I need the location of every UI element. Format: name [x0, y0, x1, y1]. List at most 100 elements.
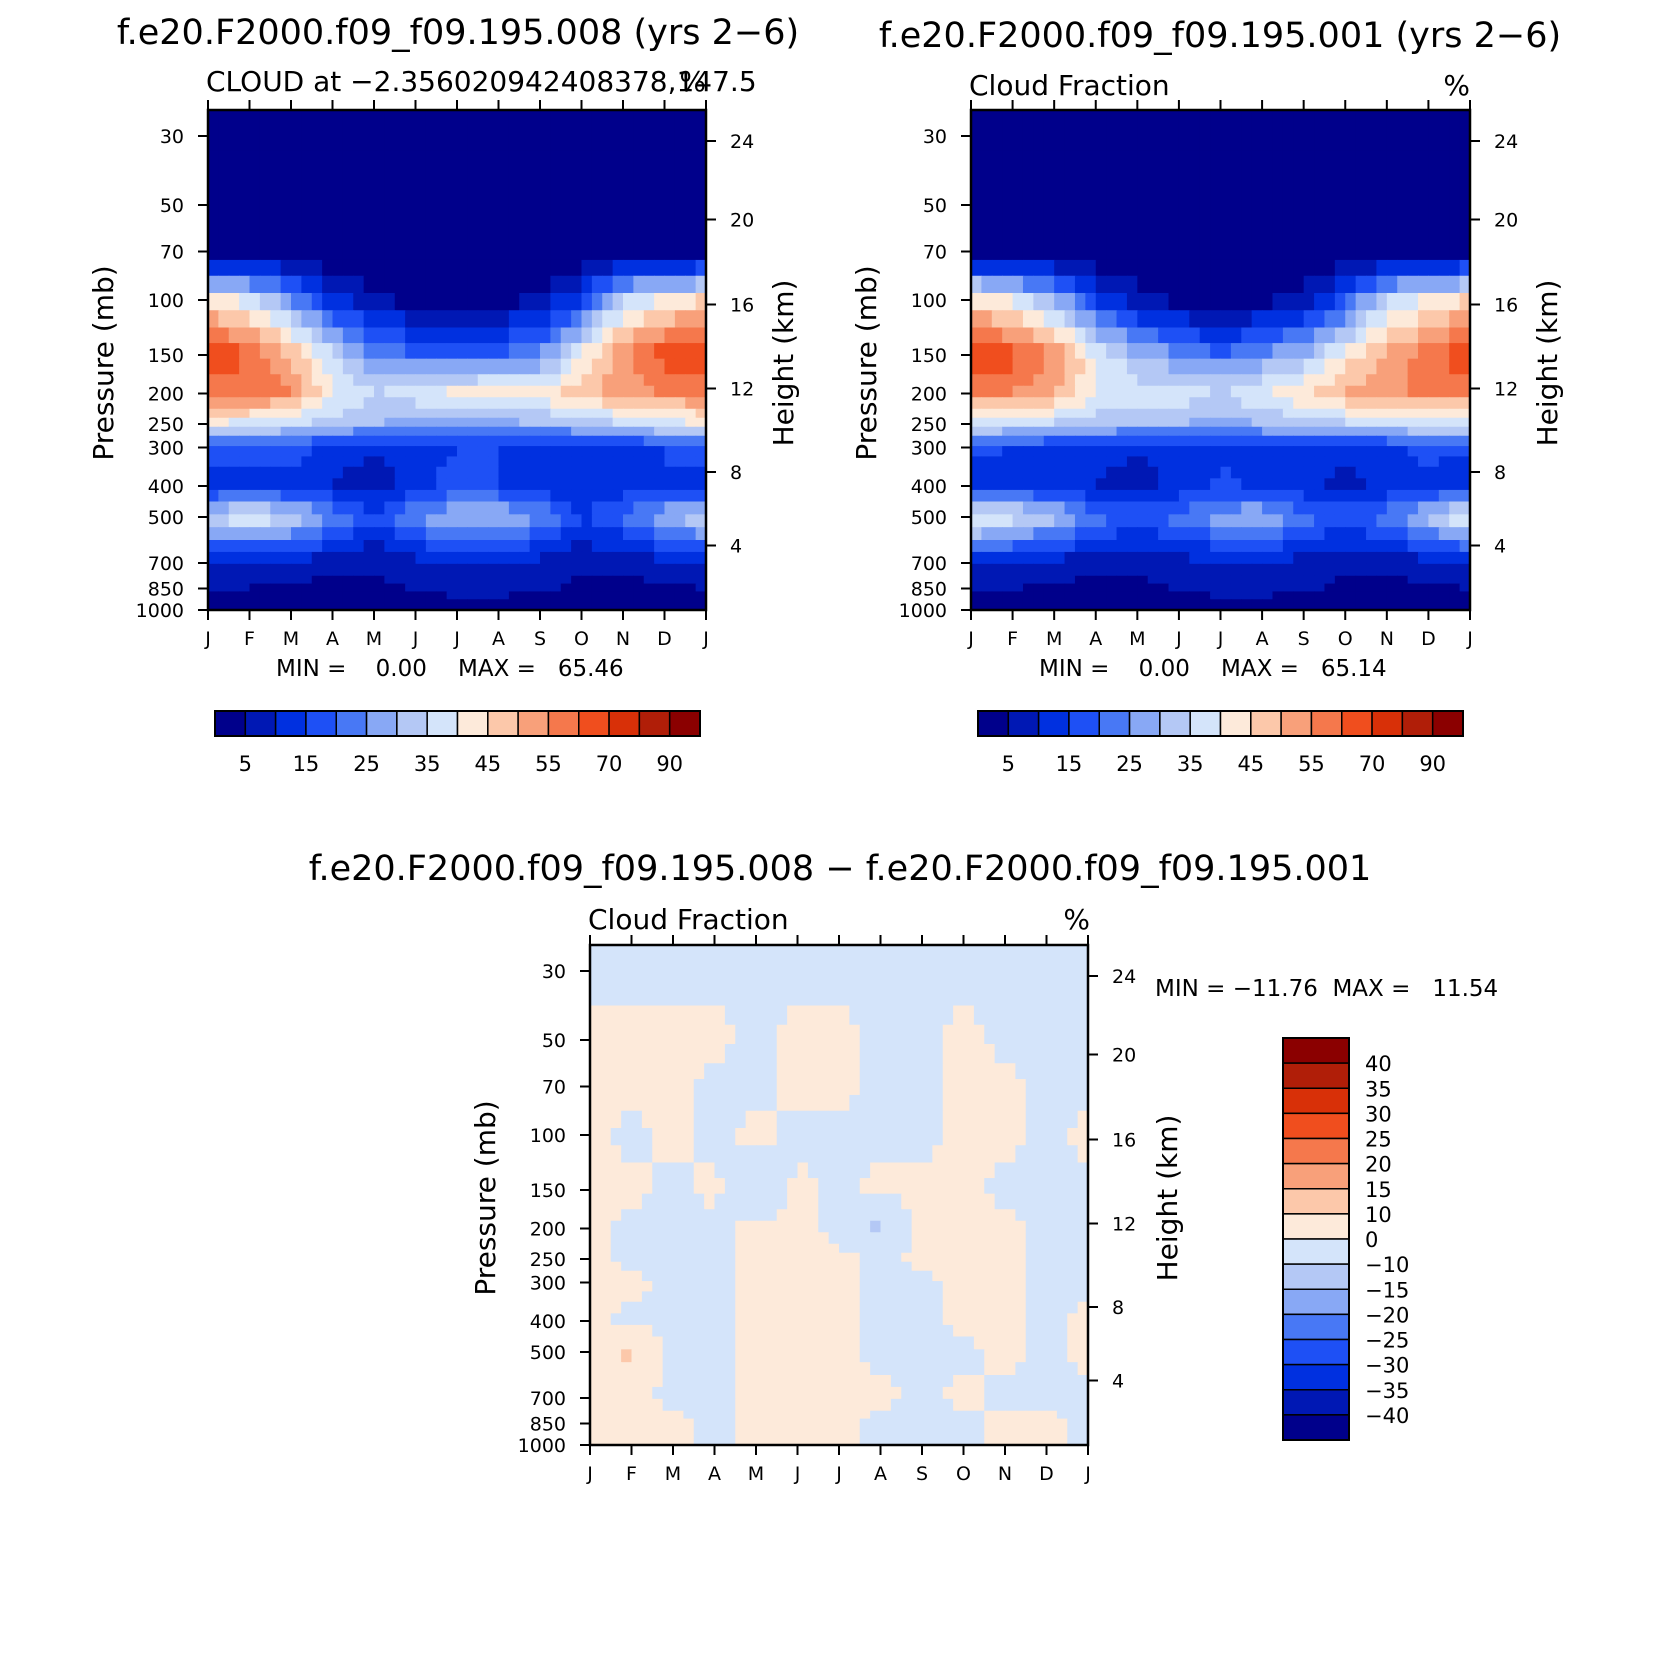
contour-cell — [724, 1024, 736, 1045]
contour-cell — [602, 150, 614, 172]
contour-cell — [664, 374, 676, 387]
contour-cell — [693, 985, 705, 1007]
contour-cell — [405, 259, 417, 277]
contour-cell — [1116, 110, 1128, 131]
colorbar-label: 15 — [1056, 752, 1083, 776]
contour-cell — [1106, 466, 1118, 479]
contour-cell — [1022, 606, 1034, 611]
contour-cell — [301, 478, 313, 491]
contour-cell — [1324, 293, 1336, 311]
contour-cell — [571, 150, 583, 172]
contour-cell — [1137, 189, 1149, 210]
contour-cell — [673, 1261, 684, 1272]
contour-cell — [633, 293, 645, 311]
y-tick-label: 700 — [148, 553, 184, 575]
contour-cell — [654, 417, 666, 428]
contour-cell — [1386, 435, 1398, 447]
contour-cell — [498, 417, 510, 428]
contour-cell — [1199, 591, 1211, 600]
contour-cell — [228, 130, 240, 151]
contour-cell — [1303, 209, 1315, 229]
contour-cell — [643, 110, 655, 131]
contour-cell — [560, 259, 572, 277]
contour-cell — [1241, 244, 1253, 261]
contour-cell — [1074, 343, 1086, 360]
contour-cell — [631, 1044, 643, 1064]
contour-cell — [971, 527, 982, 541]
contour-cell — [1036, 1243, 1048, 1254]
contour-cell — [971, 583, 982, 593]
contour-cell — [291, 397, 302, 410]
contour-cell — [735, 945, 747, 966]
contour-cell — [1220, 275, 1232, 294]
contour-cell — [839, 1243, 850, 1254]
contour-cell — [643, 275, 655, 294]
units-label: % — [679, 65, 706, 98]
contour-cell — [1033, 551, 1045, 565]
y-tick-label: 200 — [148, 384, 184, 406]
contour-cell — [1293, 456, 1305, 468]
contour-cell — [623, 170, 634, 191]
contour-cell — [683, 1094, 695, 1112]
contour-cell — [776, 1178, 788, 1195]
contour-cell — [643, 563, 655, 577]
contour-cell — [1303, 583, 1315, 593]
contour-cell — [291, 189, 302, 210]
contour-cell — [529, 583, 541, 593]
contour-cell — [991, 327, 1003, 344]
contour-cell — [859, 1232, 871, 1245]
contour-cell — [446, 189, 458, 210]
contour-cell — [981, 478, 993, 491]
contour-cell — [973, 1252, 985, 1263]
contour-cell — [1025, 1094, 1037, 1112]
contour-cell — [519, 551, 531, 565]
contour-cell — [1077, 1094, 1089, 1112]
contour-cell — [457, 358, 468, 375]
contour-cell — [353, 456, 365, 468]
contour-cell — [519, 343, 531, 360]
contour-cell — [1272, 527, 1284, 541]
contour-cell — [1158, 446, 1170, 458]
contour-cell — [1449, 374, 1461, 387]
y-tick-label: 30 — [923, 126, 947, 148]
contour-cell — [633, 417, 645, 428]
contour-cell — [880, 1024, 892, 1045]
contour-cell — [818, 1063, 830, 1080]
contour-cell — [870, 1079, 882, 1096]
contour-cell — [1074, 417, 1086, 428]
contour-cell — [394, 489, 406, 503]
colorbar-swatch — [214, 710, 247, 737]
contour-cell — [1085, 259, 1097, 277]
contour-cell — [1314, 343, 1326, 360]
contour-cell — [1137, 293, 1149, 311]
contour-cell — [600, 1232, 612, 1245]
contour-cell — [1085, 150, 1097, 172]
contour-cell — [901, 985, 913, 1007]
contour-cell — [436, 244, 448, 261]
contour-cell — [363, 446, 375, 458]
contour-cell — [540, 374, 551, 387]
contour-cell — [322, 110, 334, 131]
contour-cell — [1077, 1162, 1089, 1179]
contour-cell — [508, 466, 520, 479]
contour-cell — [1293, 343, 1305, 360]
contour-cell — [301, 110, 313, 131]
contour-cell — [1178, 501, 1190, 515]
contour-cell — [1085, 293, 1097, 311]
contour-cell — [1033, 563, 1045, 577]
contour-cell — [849, 1005, 861, 1026]
contour-cell — [1054, 583, 1066, 593]
contour-cell — [973, 1128, 985, 1146]
contour-cell — [301, 514, 313, 528]
contour-cell — [374, 435, 385, 447]
contour-cell — [1314, 599, 1326, 604]
contour-cell — [1056, 1243, 1068, 1254]
contour-cell — [228, 170, 240, 191]
contour-cell — [436, 446, 448, 458]
contour-cell — [322, 259, 334, 277]
contour-cell — [1085, 130, 1097, 151]
contour-cell — [1438, 209, 1450, 229]
contour-cell — [1428, 514, 1440, 528]
contour-cell — [1355, 456, 1367, 468]
contour-cell — [1293, 426, 1305, 437]
